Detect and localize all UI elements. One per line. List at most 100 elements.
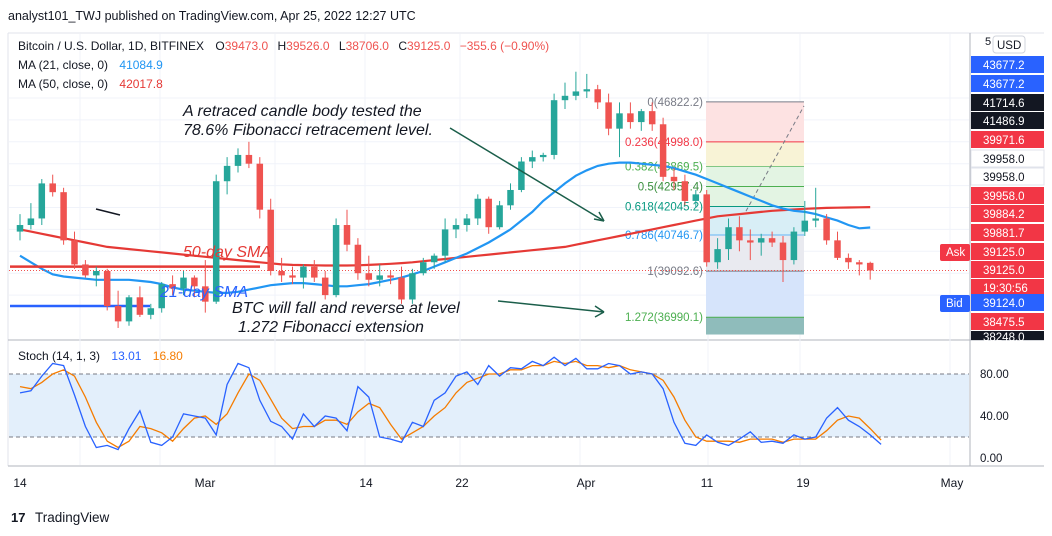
candle-body — [692, 194, 700, 201]
bid-tag[interactable] — [940, 295, 970, 312]
time-axis-label: 22 — [455, 476, 469, 490]
candle-body — [321, 277, 329, 296]
candle-body — [93, 271, 100, 276]
legend-ma21-line: MA (21, close, 0) 41084.9 — [18, 58, 163, 72]
candle-body — [638, 111, 645, 123]
candle-body — [703, 194, 710, 263]
candle-body — [529, 157, 536, 162]
legend-ma50-value: 42017.8 — [119, 77, 163, 91]
price-tag-label: 39125.0 — [983, 247, 1025, 259]
legend-ohlc-line: Bitcoin / U.S. Dollar, 1D, BITFINEX O394… — [18, 39, 549, 53]
price-tag-partial-label: 38248.0 — [983, 332, 1025, 344]
fib-band — [706, 166, 804, 187]
candle-body — [114, 306, 122, 322]
candle-body — [594, 89, 601, 103]
annotation-top-line1: A retraced candle body tested the — [182, 103, 422, 120]
candle-body — [71, 240, 78, 265]
candle-body — [616, 113, 623, 129]
price-tag-label: 41714.6 — [983, 98, 1025, 110]
candle-body — [223, 165, 231, 182]
annotation-bottom-line1: BTC will fall and reverse at level — [232, 300, 460, 317]
annotation-top-arrow — [449, 127, 605, 222]
currency-badge[interactable] — [992, 35, 1026, 54]
candle-body — [430, 255, 438, 263]
candle-body — [801, 220, 809, 232]
legend-o-label: O — [215, 39, 224, 53]
annotation-bottom-line2: 1.272 Fibonacci extension — [238, 319, 424, 336]
candle-body — [518, 161, 525, 190]
candle-body — [670, 176, 678, 182]
stoch-k-line — [19, 356, 882, 451]
fib-extension-band — [706, 317, 804, 335]
price-tag-label: 39125.0 — [983, 265, 1025, 277]
candle-body — [648, 111, 656, 125]
legend-ma50-label: MA (50, close, 0) — [18, 77, 108, 91]
candle-body — [747, 240, 754, 243]
price-tag-label: 39958.0 — [983, 172, 1025, 184]
fib-trend-line — [745, 105, 805, 212]
candle-body — [550, 100, 558, 155]
candle-body — [441, 229, 449, 256]
candle-body — [605, 102, 612, 129]
candle-body — [16, 225, 24, 232]
candle-body — [845, 257, 852, 263]
legend-h-label: H — [277, 39, 286, 53]
tradingview-logo[interactable]: 17 TradingView — [11, 510, 110, 525]
price-tag — [971, 75, 1044, 92]
ask-tag[interactable] — [940, 244, 970, 261]
price-tag-label: 39881.7 — [983, 228, 1025, 240]
price-tag — [971, 279, 1044, 296]
stoch-label: Stoch (14, 1, 3) — [18, 349, 100, 363]
price-tag — [970, 167, 1045, 186]
legend-l-label: L — [339, 39, 346, 53]
stoch-d-line — [19, 360, 882, 449]
publisher-line: analyst101_TWJ published on TradingView.… — [8, 9, 416, 23]
candle-body — [245, 154, 253, 164]
candle-body — [539, 154, 547, 158]
price-tag-label: 38475.5 — [983, 317, 1025, 329]
price-tag — [971, 224, 1044, 241]
legend-ma21-value: 41084.9 — [119, 58, 163, 72]
annotations[interactable]: A retraced candle body tested the 78.6% … — [95, 103, 605, 336]
candle-body — [659, 124, 667, 177]
candle-body — [779, 242, 787, 261]
price-tag-label: 39971.6 — [983, 135, 1025, 147]
fib-level-label: 0.618(42045.2) — [625, 202, 703, 214]
label-50-day-sma: 50-day SMA — [183, 244, 271, 261]
annotation-bottom-arrowhead — [594, 305, 605, 318]
price-tag — [971, 131, 1044, 148]
price-tag-label: 43677.2 — [983, 60, 1025, 72]
fib-band — [706, 186, 804, 207]
legend: Bitcoin / U.S. Dollar, 1D, BITFINEX O394… — [18, 39, 549, 91]
price-tag — [971, 261, 1044, 278]
candle-body — [343, 225, 351, 245]
fib-level-label: 1(39092.6) — [647, 266, 703, 278]
candle-body — [27, 218, 35, 226]
annotation-top-line2: 78.6% Fibonacci retracement level. — [183, 122, 433, 139]
candle-body — [757, 238, 765, 243]
time-axis[interactable]: 14 Mar 14 22 Apr 11 19 May — [13, 476, 963, 490]
price-axis[interactable]: 5 USD 43677.2 43677.2 41714.6 41486.9 39971.6 3… — [970, 35, 1045, 344]
bid-label: Bid — [946, 298, 963, 310]
fib-level-label: 1.272(36990.1) — [625, 312, 703, 324]
time-axis-label: Mar — [195, 476, 216, 490]
price-tag-label: 19:30:56 — [983, 283, 1028, 295]
candle-body — [376, 275, 383, 280]
candle-body — [169, 284, 176, 289]
fibonacci-tool[interactable]: 0(46822.2)0.236(44998.0)0.382(43869.5)0.… — [625, 97, 805, 335]
candle-body — [212, 181, 220, 302]
price-tag — [971, 94, 1044, 111]
candle-body — [725, 227, 732, 250]
candle-body — [234, 154, 242, 166]
candle-body — [60, 192, 67, 241]
price-tag-label: 39958.0 — [983, 154, 1025, 166]
time-axis-label: 11 — [701, 476, 714, 490]
stoch-legend: Stoch (14, 1, 3) 13.01 16.80 — [18, 349, 183, 363]
stochastic-pane: 80.00 40.00 0.00 — [9, 356, 1009, 465]
candle-body — [823, 218, 830, 241]
price-tag — [971, 313, 1044, 330]
stoch-axis-label: 80.00 — [980, 369, 1009, 381]
price-tag-label: 39124.0 — [983, 298, 1025, 310]
